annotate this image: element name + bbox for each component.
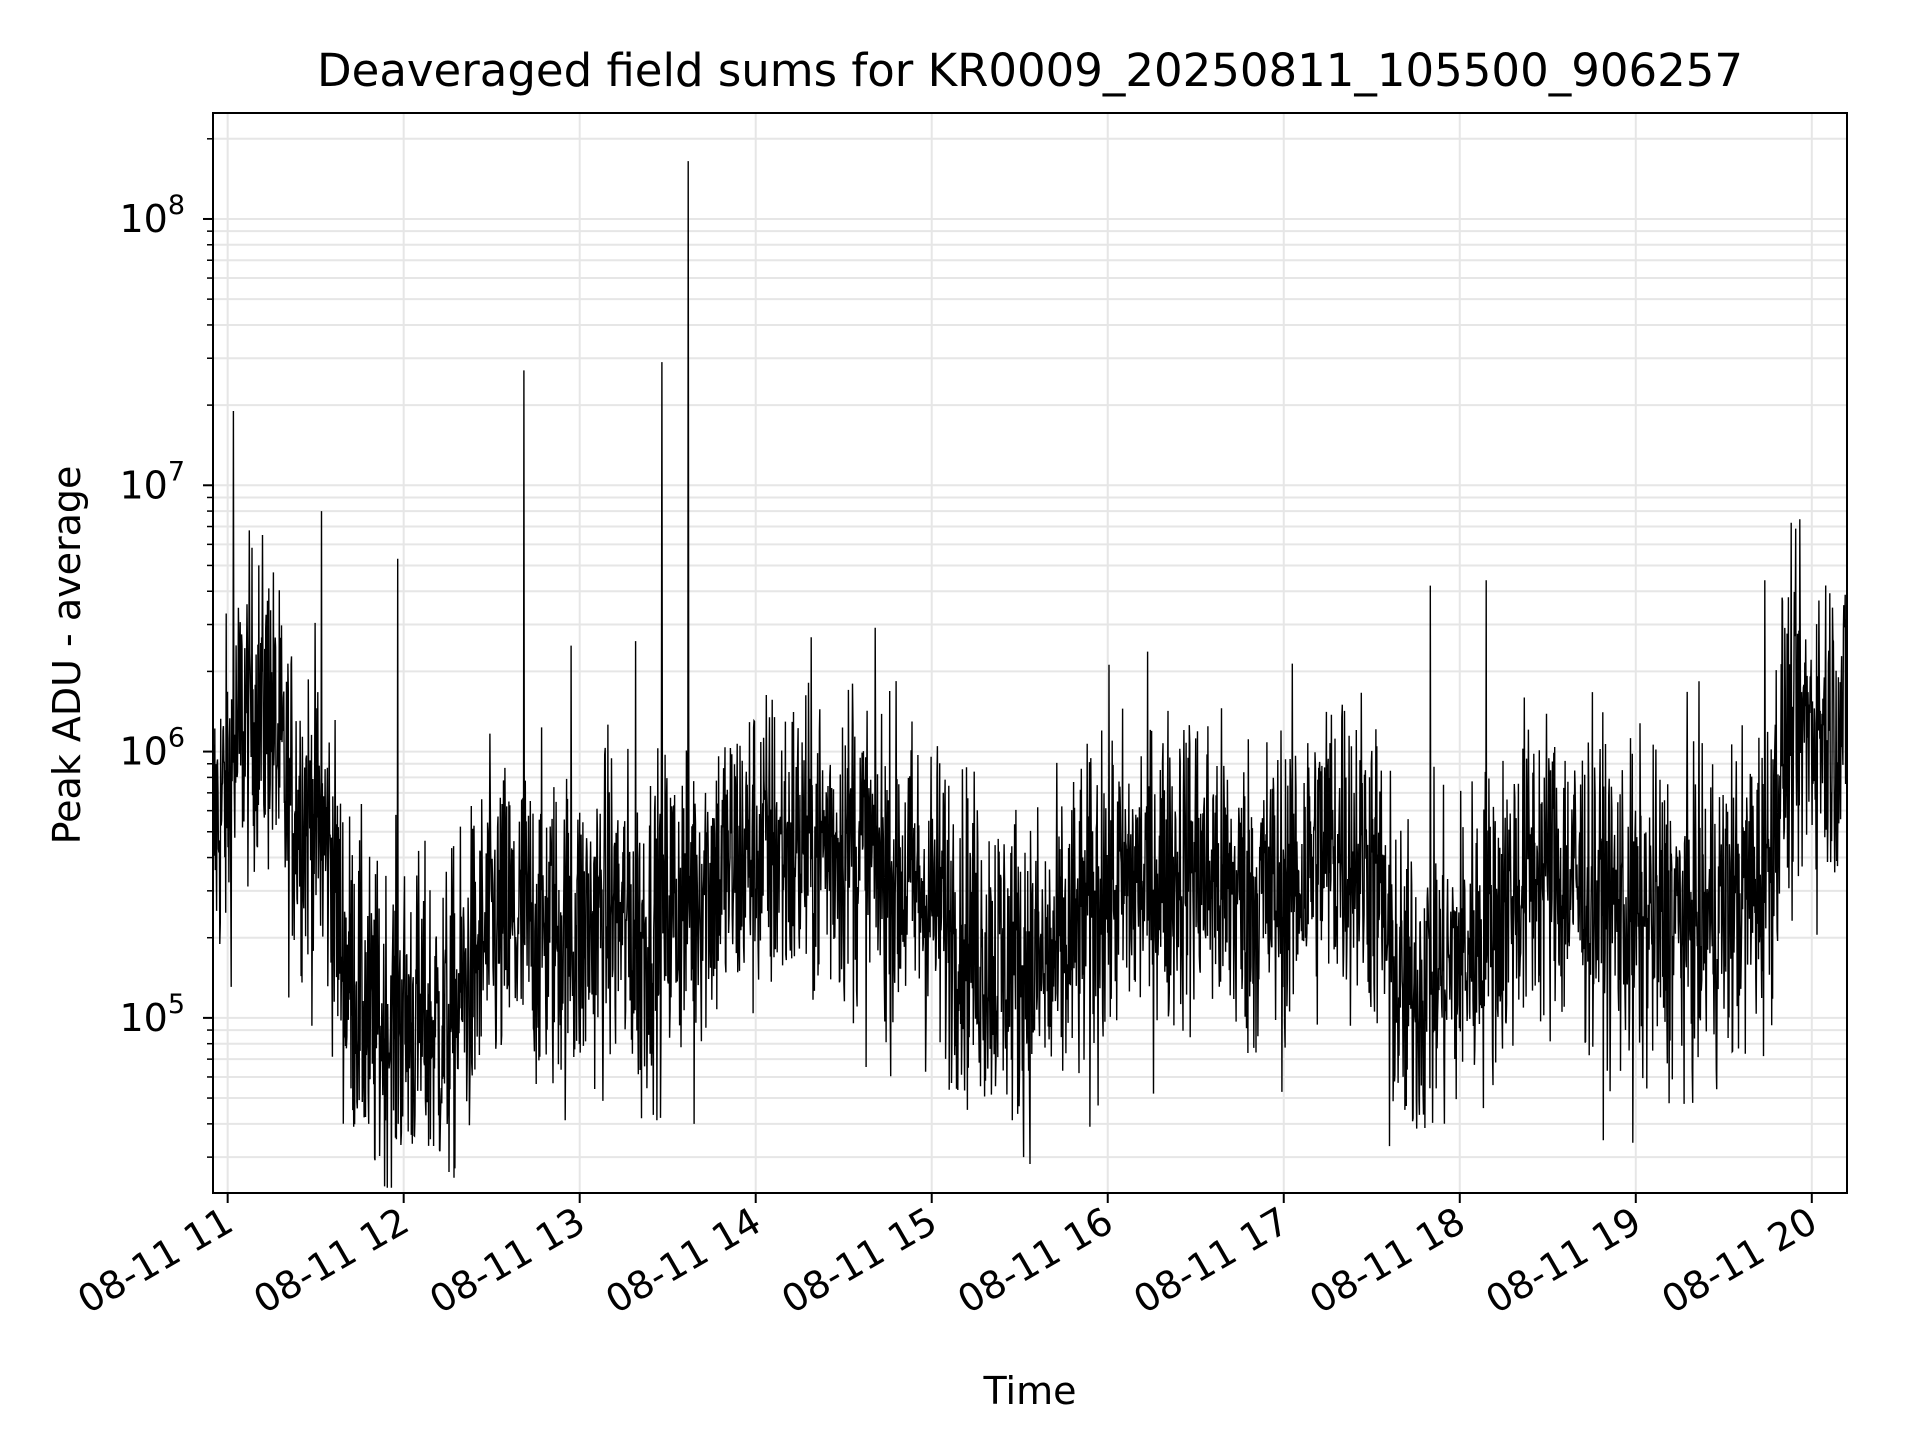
plot-frame	[212, 112, 1848, 1194]
series-line	[212, 161, 1848, 1188]
chart-title: Deaveraged field sums for KR0009_2025081…	[317, 44, 1743, 97]
x-tick-label: 08-11 18	[1302, 1199, 1472, 1323]
y-tick-label: 107	[119, 456, 185, 507]
x-tick-label: 08-11 13	[422, 1199, 592, 1323]
y-tick-label: 106	[119, 723, 185, 774]
x-tick-label: 08-11 16	[950, 1199, 1120, 1323]
x-tick-label: 08-11 17	[1126, 1199, 1296, 1323]
y-tick-label: 108	[119, 190, 185, 241]
x-tick-label: 08-11 11	[70, 1199, 240, 1323]
series-trace	[212, 161, 1848, 1188]
y-axis-label: Peak ADU - average	[45, 466, 89, 845]
x-tick-label: 08-11 12	[246, 1199, 416, 1323]
x-tick-label: 08-11 19	[1478, 1199, 1648, 1323]
x-tick-label: 08-11 15	[774, 1199, 944, 1323]
x-tick-label: 08-11 14	[598, 1199, 768, 1323]
y-tick-label: 105	[119, 989, 185, 1040]
x-tick-label: 08-11 20	[1654, 1199, 1824, 1323]
x-axis-label: Time	[983, 1369, 1077, 1413]
